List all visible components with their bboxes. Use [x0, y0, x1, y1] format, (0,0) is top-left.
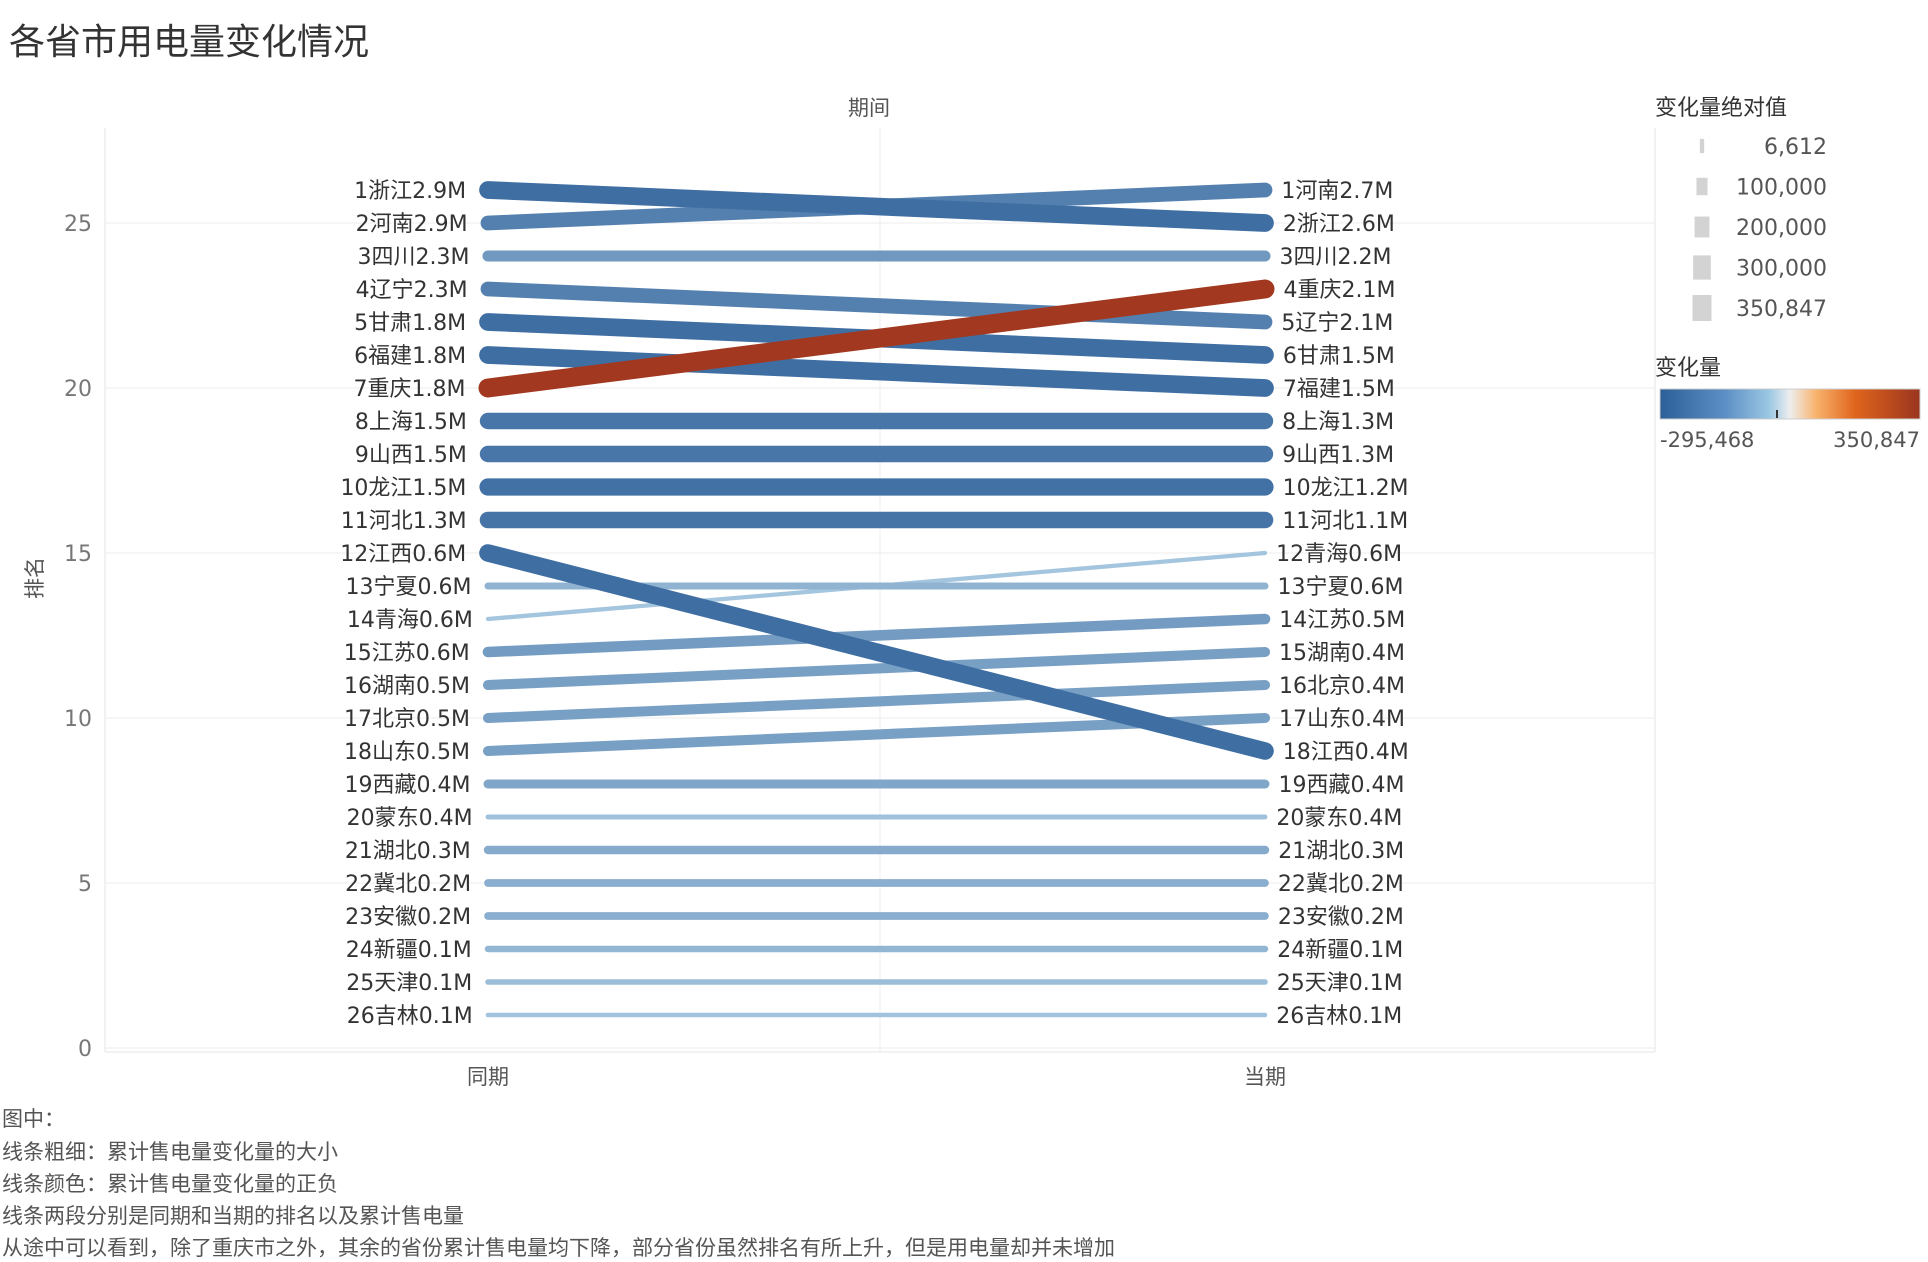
- start-label: 11河北1.3M: [341, 509, 467, 534]
- end-label: 7福建1.5M: [1283, 377, 1395, 402]
- start-label: 20蒙东0.4M: [347, 806, 473, 831]
- end-label: 3四川2.2M: [1280, 245, 1392, 270]
- end-label: 10龙江1.2M: [1283, 476, 1409, 501]
- data-labels: 1浙江2.9M 2浙江2.6M 2河南2.9M 1河南2.7M 3四川2.3M 3四川2.…: [340, 179, 1409, 1029]
- end-label: 4重庆2.1M: [1284, 278, 1396, 303]
- x-tick-label: 当期: [1244, 1065, 1286, 1089]
- size-legend-label: 6,612: [1764, 135, 1827, 160]
- x-tick-label: 同期: [467, 1065, 509, 1089]
- end-label: 18江西0.4M: [1283, 740, 1409, 765]
- size-legend-swatch: [1692, 295, 1712, 321]
- start-label: 18山东0.5M: [344, 740, 470, 765]
- end-label: 6甘肃1.5M: [1283, 344, 1395, 369]
- footnote-line: 线条粗细：累计售电量变化量的大小: [2, 1140, 338, 1164]
- start-label: 9山西1.5M: [355, 443, 467, 468]
- start-label: 7重庆1.8M: [354, 377, 466, 402]
- y-tick-label: 20: [64, 377, 92, 402]
- y-tick-label: 15: [64, 542, 92, 567]
- end-label: 23安徽0.2M: [1278, 905, 1404, 930]
- end-label: 1河南2.7M: [1281, 179, 1393, 204]
- start-label: 13宁夏0.6M: [346, 575, 472, 600]
- line-湖南: [482, 646, 1271, 691]
- footnote-line: 图中：: [2, 1107, 65, 1131]
- end-label: 15湖南0.4M: [1279, 641, 1405, 666]
- start-label: 19西藏0.4M: [345, 773, 471, 798]
- start-label: 24新疆0.1M: [346, 938, 472, 963]
- footnote-line: 线条颜色：累计售电量变化量的正负: [2, 1172, 338, 1196]
- size-legend-swatch: [1694, 216, 1710, 238]
- line-辽宁: [480, 281, 1273, 330]
- start-label: 4辽宁2.3M: [356, 278, 468, 303]
- end-label: 14江苏0.5M: [1279, 608, 1405, 633]
- line-重庆: [478, 279, 1275, 398]
- start-label: 12江西0.6M: [340, 542, 466, 567]
- start-label: 5甘肃1.8M: [354, 311, 466, 336]
- size-legend-label: 100,000: [1736, 176, 1827, 201]
- start-label: 10龙江1.5M: [340, 476, 466, 501]
- size-legend-label: 200,000: [1736, 216, 1827, 241]
- size-legend-title: 变化量绝对值: [1655, 96, 1787, 121]
- start-label: 8上海1.5M: [355, 410, 467, 435]
- y-axis-ticks: 0 5 10 15 20 25: [64, 212, 92, 1062]
- color-legend-min: -295,468: [1660, 428, 1754, 452]
- end-label: 19西藏0.4M: [1279, 773, 1405, 798]
- end-label: 16北京0.4M: [1279, 674, 1405, 699]
- end-label: 11河北1.1M: [1282, 509, 1408, 534]
- end-label: 9山西1.3M: [1282, 443, 1394, 468]
- size-legend: 变化量绝对值 6,612 100,000 200,000 300,000 350,847: [1655, 96, 1827, 322]
- start-label: 14青海0.6M: [347, 608, 473, 633]
- chart-title: 各省市用电量变化情况: [9, 22, 369, 63]
- end-label: 25天津0.1M: [1277, 971, 1403, 996]
- color-ramp: [1659, 388, 1921, 420]
- end-label: 26吉林0.1M: [1276, 1004, 1402, 1029]
- y-tick-label: 25: [64, 212, 92, 237]
- start-label: 22冀北0.2M: [345, 872, 471, 897]
- end-label: 20蒙东0.4M: [1276, 806, 1402, 831]
- start-label: 15江苏0.6M: [344, 641, 470, 666]
- size-legend-swatch: [1699, 138, 1705, 154]
- end-label: 21湖北0.3M: [1278, 839, 1404, 864]
- size-legend-label: 300,000: [1736, 257, 1827, 282]
- end-label: 5辽宁2.1M: [1281, 311, 1393, 336]
- size-legend-swatch: [1696, 177, 1708, 196]
- line-江苏: [482, 613, 1271, 658]
- line-北京: [482, 679, 1271, 724]
- end-label: 13宁夏0.6M: [1277, 575, 1403, 600]
- end-label: 24新疆0.1M: [1277, 938, 1403, 963]
- y-tick-label: 5: [78, 872, 92, 897]
- color-legend-title: 变化量: [1655, 356, 1721, 381]
- start-label: 25天津0.1M: [346, 971, 472, 996]
- footnote-line: 线条两段分别是同期和当期的排名以及累计售电量: [2, 1204, 464, 1228]
- y-tick-label: 0: [78, 1037, 92, 1062]
- color-legend-max: 350,847: [1833, 428, 1920, 452]
- start-label: 1浙江2.9M: [354, 179, 466, 204]
- slope-lines: [478, 181, 1275, 1018]
- start-label: 26吉林0.1M: [347, 1004, 473, 1029]
- start-label: 23安徽0.2M: [345, 905, 471, 930]
- start-label: 6福建1.8M: [354, 344, 466, 369]
- start-label: 16湖南0.5M: [344, 674, 470, 699]
- end-label: 22冀北0.2M: [1278, 872, 1404, 897]
- y-axis-title: 排名: [23, 557, 47, 599]
- footnote-line: 从途中可以看到，除了重庆市之外，其余的省份累计售电量均下降，部分省份虽然排名有所…: [2, 1236, 1115, 1260]
- end-label: 12青海0.6M: [1276, 542, 1402, 567]
- color-legend: 变化量 -295,468 350,847: [1655, 356, 1921, 452]
- size-legend-label: 350,847: [1736, 297, 1827, 322]
- line-浙江: [479, 181, 1274, 232]
- start-label: 17北京0.5M: [344, 707, 470, 732]
- start-label: 3四川2.3M: [357, 245, 469, 270]
- end-label: 2浙江2.6M: [1283, 212, 1395, 237]
- column-header: 期间: [848, 96, 890, 120]
- line-江西: [479, 544, 1274, 760]
- size-legend-swatch: [1693, 255, 1711, 280]
- start-label: 21湖北0.3M: [345, 839, 471, 864]
- x-axis-ticks: 同期 当期: [467, 1065, 1286, 1089]
- y-tick-label: 10: [64, 707, 92, 732]
- line-福建: [479, 346, 1274, 397]
- start-label: 2河南2.9M: [356, 212, 468, 237]
- end-label: 17山东0.4M: [1279, 707, 1405, 732]
- end-label: 8上海1.3M: [1282, 410, 1394, 435]
